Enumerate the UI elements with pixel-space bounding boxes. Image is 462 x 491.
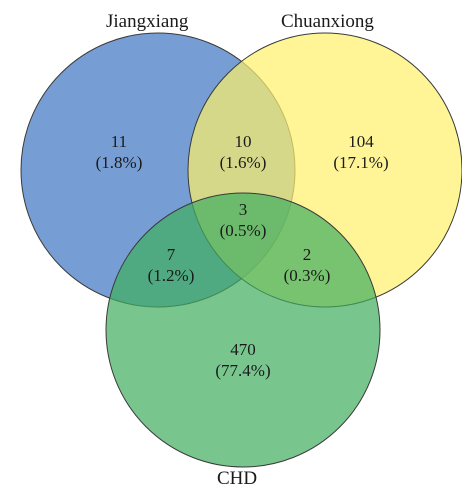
region-jiangxiang-chd: 7 (1.2%) <box>148 244 195 286</box>
region-count: 3 <box>238 200 248 219</box>
region-percent: (0.5%) <box>219 221 267 240</box>
region-count: 2 <box>302 245 312 264</box>
set-label-chuanxiong: Chuanxiong <box>281 11 374 32</box>
region-all-three: 3 (0.5%) <box>220 199 267 241</box>
region-only-chuanxiong: 104 (17.1%) <box>333 131 388 173</box>
region-count: 470 <box>230 340 256 359</box>
region-count: 10 <box>234 132 252 151</box>
region-only-jiangxiang: 11 (1.8%) <box>96 131 143 173</box>
region-percent: (77.4%) <box>215 361 271 380</box>
circle-chd <box>105 192 381 468</box>
region-count: 7 <box>166 245 176 264</box>
set-label-chd: CHD <box>217 468 258 489</box>
region-count: 11 <box>110 132 128 151</box>
region-percent: (1.6%) <box>219 153 267 172</box>
region-jiangxiang-chuanxiong: 10 (1.6%) <box>220 131 267 173</box>
region-percent: (17.1%) <box>333 153 389 172</box>
region-percent: (1.2%) <box>147 266 195 285</box>
region-only-chd: 470 (77.4%) <box>215 339 270 381</box>
region-chuanxiong-chd: 2 (0.3%) <box>284 244 331 286</box>
region-percent: (1.8%) <box>95 153 143 172</box>
region-percent: (0.3%) <box>283 266 331 285</box>
region-count: 104 <box>348 132 374 151</box>
set-label-jiangxiang: Jiangxiang <box>106 11 189 32</box>
